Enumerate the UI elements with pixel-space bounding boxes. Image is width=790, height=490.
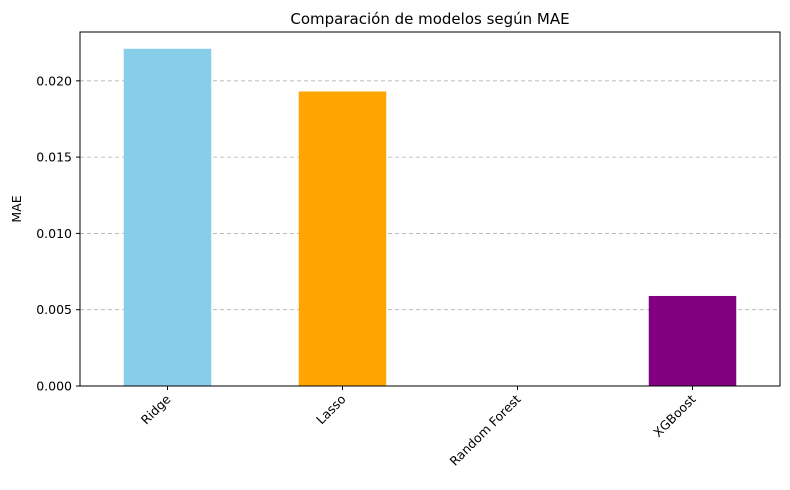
x-tick-label: Lasso xyxy=(313,392,349,428)
y-tick-label: 0.020 xyxy=(36,73,72,88)
bar-xgboost xyxy=(648,295,737,386)
bar-lasso xyxy=(298,91,387,387)
y-tick-label: 0.015 xyxy=(36,150,72,165)
y-axis-label: MAE xyxy=(9,195,24,222)
bar-ridge xyxy=(123,48,212,386)
y-ticks: 0.000 0.005 0.010 0.015 0.020 xyxy=(36,73,80,394)
x-tick-label: Random Forest xyxy=(446,391,523,468)
y-tick-label: 0.010 xyxy=(36,226,72,241)
bars xyxy=(123,48,737,387)
x-ticks: Ridge Lasso Random Forest XGBoost xyxy=(138,386,699,469)
y-tick-label: 0.000 xyxy=(36,379,72,394)
plot-frame xyxy=(79,31,781,387)
y-tick-label: 0.005 xyxy=(36,302,72,317)
chart-title: Comparación de modelos según MAE xyxy=(290,10,569,28)
x-tick-label: Ridge xyxy=(138,391,174,427)
x-tick-label: XGBoost xyxy=(650,391,699,440)
